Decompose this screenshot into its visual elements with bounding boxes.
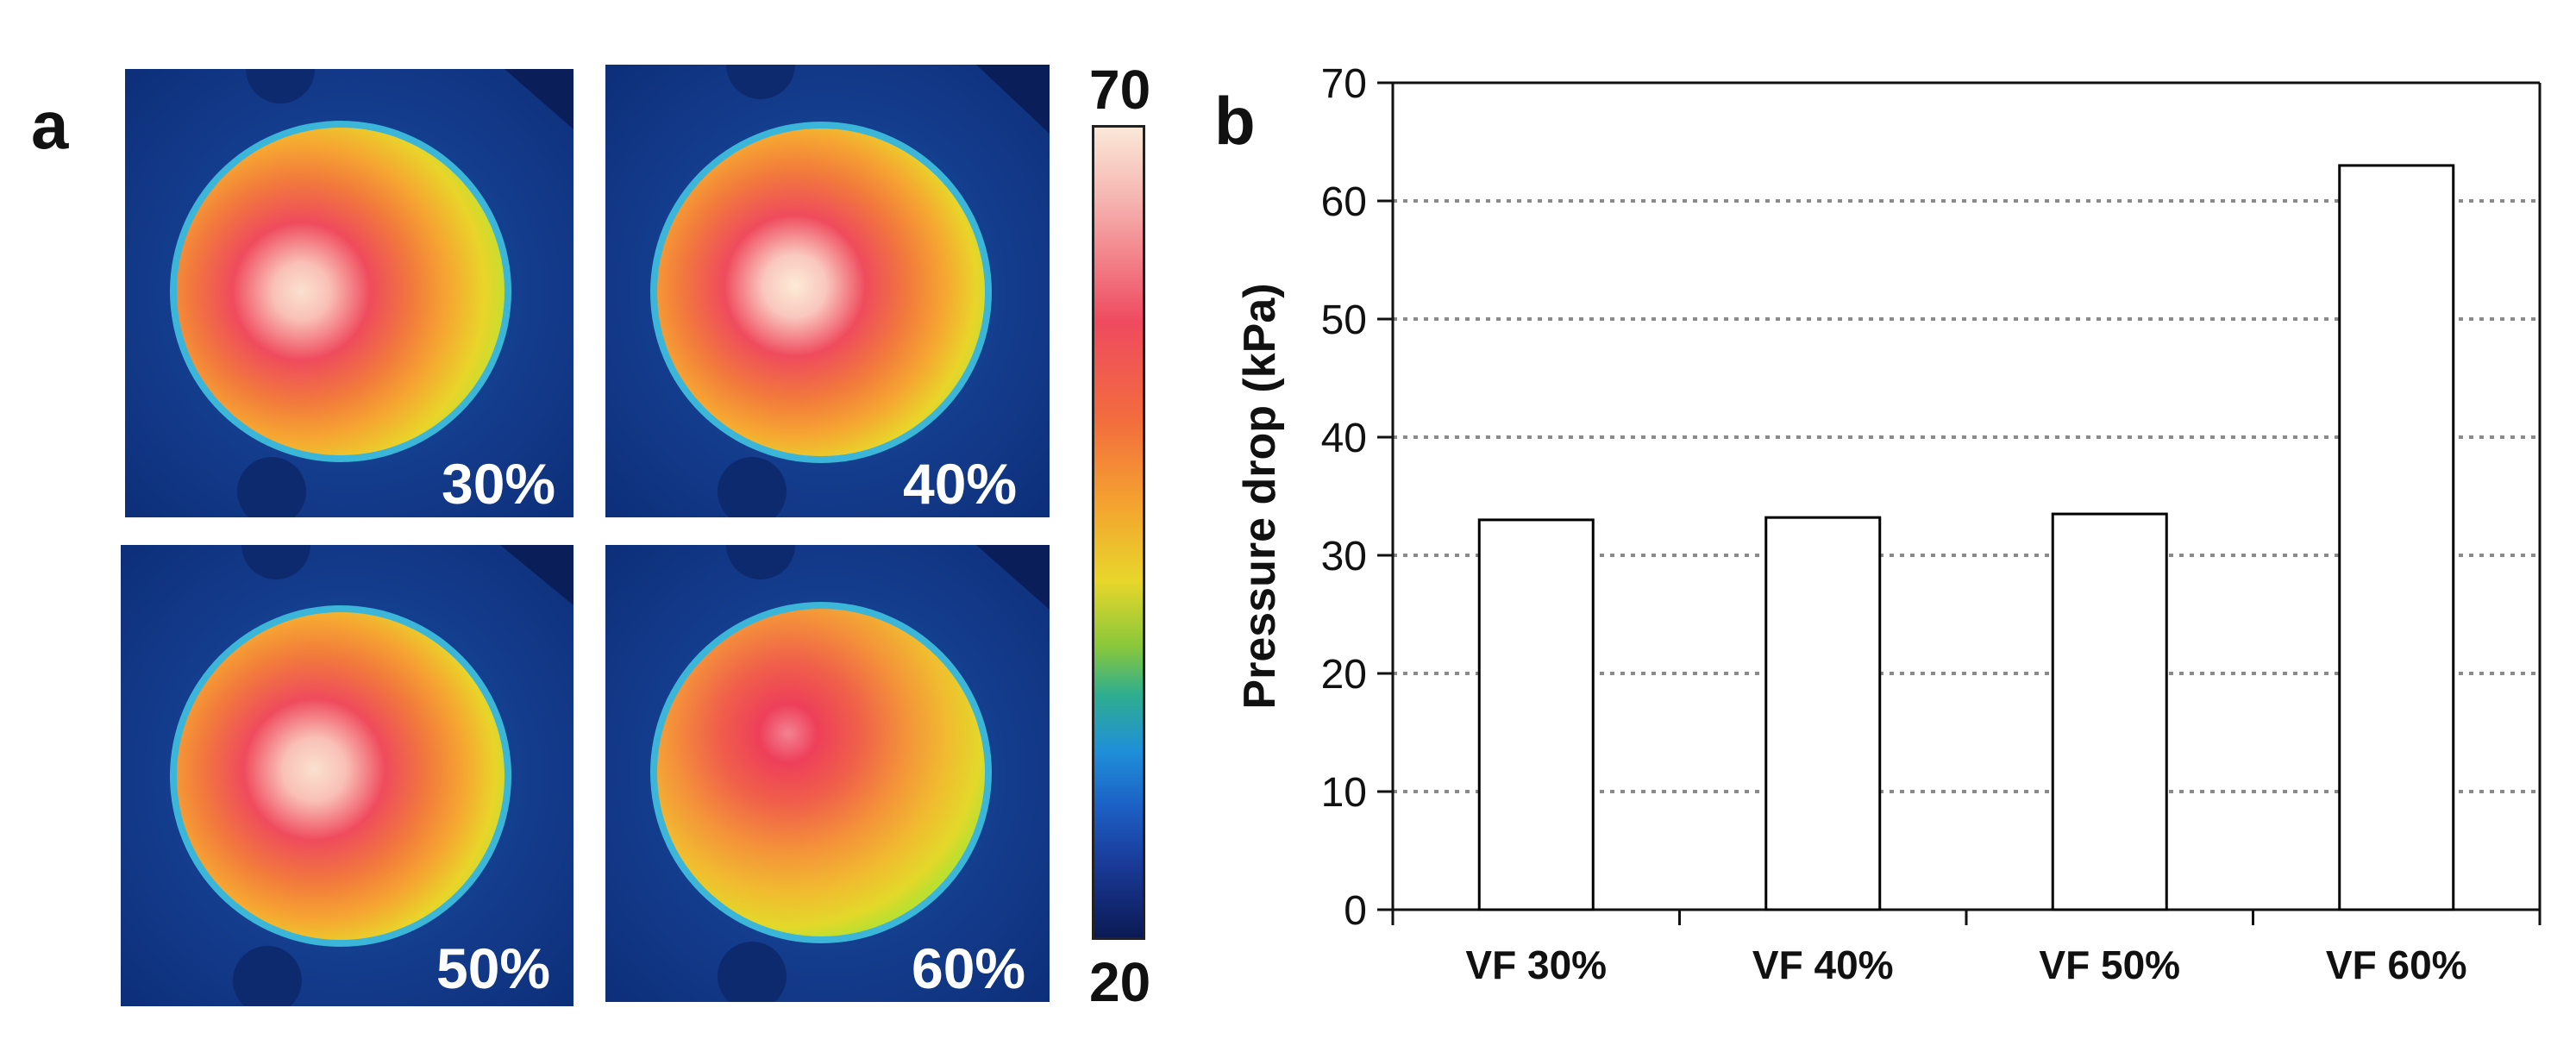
thermal-label-30: 30%	[442, 452, 556, 516]
bar	[2051, 512, 2168, 911]
thermal-label-60: 60%	[912, 936, 1026, 1000]
y-axis-label: Pressure drop (kPa)	[1235, 283, 1285, 709]
thermal-label-50: 50%	[436, 936, 551, 1000]
thermal-image-40	[605, 65, 1050, 517]
colorbar-max-label: 70	[1089, 59, 1151, 121]
x-tick-label: VF 30%	[1465, 942, 1607, 987]
y-tick-label: 20	[1321, 652, 1367, 698]
x-tick-label: VF 50%	[2039, 942, 2180, 987]
colorbar-min-label: 20	[1089, 951, 1151, 1013]
thermal-image-30	[125, 69, 573, 517]
y-tick-label: 10	[1321, 770, 1367, 816]
y-tick-label: 40	[1321, 416, 1367, 461]
bar	[1477, 518, 1595, 911]
thermal-label-40: 40%	[903, 452, 1018, 516]
colorbar	[1092, 125, 1145, 940]
x-tick-label: VF 60%	[2326, 942, 2467, 987]
y-tick-label: 30	[1321, 534, 1367, 579]
thermal-image-50	[121, 545, 573, 1006]
y-tick-label: 0	[1344, 888, 1367, 934]
panel-a-letter: a	[31, 87, 69, 163]
thermal-image-60	[605, 545, 1050, 1002]
y-tick-label: 60	[1321, 179, 1367, 225]
bar	[2338, 164, 2455, 911]
bar	[1764, 516, 1882, 911]
y-tick-label: 50	[1321, 297, 1367, 343]
y-tick-label: 70	[1321, 61, 1367, 107]
x-tick-label: VF 40%	[1752, 942, 1894, 987]
panel-b-letter: b	[1214, 83, 1256, 159]
